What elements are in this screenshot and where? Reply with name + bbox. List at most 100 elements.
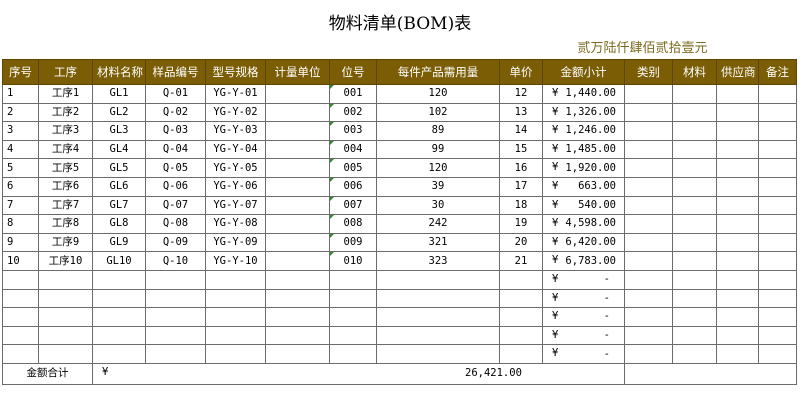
category-cell[interactable] xyxy=(624,84,673,104)
remark-cell[interactable] xyxy=(758,232,797,253)
mat-cell[interactable] xyxy=(672,269,717,290)
qty-cell[interactable]: 321 xyxy=(376,232,500,253)
mat-cell[interactable] xyxy=(672,325,717,346)
position-cell[interactable] xyxy=(329,269,377,290)
total-amount-in-words[interactable]: 贰万陆仟肆佰贰拾壹元 xyxy=(577,41,708,56)
category-cell[interactable] xyxy=(624,251,673,271)
amount-cell[interactable]: ¥540.00 xyxy=(542,195,625,216)
sample-no-cell[interactable] xyxy=(145,288,206,309)
remark-cell[interactable] xyxy=(758,139,797,160)
qty-cell[interactable]: 120 xyxy=(376,158,500,178)
remark-cell[interactable] xyxy=(758,251,797,271)
model-cell[interactable]: YG-Y-09 xyxy=(205,232,266,253)
price-cell[interactable]: 14 xyxy=(499,121,543,141)
supplier-cell[interactable] xyxy=(716,158,759,178)
category-cell[interactable] xyxy=(624,158,673,178)
model-cell[interactable] xyxy=(205,344,266,364)
position-cell[interactable]: 003 xyxy=(329,121,377,141)
price-cell[interactable]: 12 xyxy=(499,84,543,104)
seq-cell[interactable]: 1 xyxy=(2,84,39,104)
category-cell[interactable] xyxy=(624,121,673,141)
qty-cell[interactable]: 323 xyxy=(376,251,500,271)
material-cell[interactable]: GL5 xyxy=(92,158,146,178)
material-cell[interactable]: GL8 xyxy=(92,214,146,234)
qty-cell[interactable]: 120 xyxy=(376,84,500,104)
sample-no-cell[interactable]: Q-10 xyxy=(145,251,206,271)
material-cell[interactable]: GL9 xyxy=(92,232,146,253)
model-cell[interactable]: YG-Y-10 xyxy=(205,251,266,271)
amount-cell[interactable]: ¥1,440.00 xyxy=(542,84,625,104)
sample-no-cell[interactable]: Q-05 xyxy=(145,158,206,178)
category-cell[interactable] xyxy=(624,102,673,123)
amount-cell[interactable]: ¥6,420.00 xyxy=(542,232,625,253)
remark-cell[interactable] xyxy=(758,102,797,123)
sample-no-cell[interactable]: Q-08 xyxy=(145,214,206,234)
mat-cell[interactable] xyxy=(672,344,717,364)
sample-no-cell[interactable] xyxy=(145,307,206,327)
header-cell[interactable]: 供应商 xyxy=(716,59,759,85)
supplier-cell[interactable] xyxy=(716,288,759,309)
mat-cell[interactable] xyxy=(672,102,717,123)
remark-cell[interactable] xyxy=(758,176,797,197)
price-cell[interactable] xyxy=(499,269,543,290)
process-cell[interactable]: 工序3 xyxy=(38,121,93,141)
seq-cell[interactable]: 3 xyxy=(2,121,39,141)
process-cell[interactable] xyxy=(38,325,93,346)
model-cell[interactable]: YG-Y-03 xyxy=(205,121,266,141)
supplier-cell[interactable] xyxy=(716,344,759,364)
unit-cell[interactable] xyxy=(265,102,330,123)
unit-cell[interactable] xyxy=(265,158,330,178)
material-cell[interactable]: GL7 xyxy=(92,195,146,216)
mat-cell[interactable] xyxy=(672,288,717,309)
sample-no-cell[interactable]: Q-01 xyxy=(145,84,206,104)
unit-cell[interactable] xyxy=(265,344,330,364)
unit-cell[interactable] xyxy=(265,121,330,141)
header-cell[interactable]: 计量单位 xyxy=(265,59,330,85)
remark-cell[interactable] xyxy=(758,288,797,309)
price-cell[interactable]: 21 xyxy=(499,251,543,271)
position-cell[interactable] xyxy=(329,288,377,309)
position-cell[interactable]: 008 xyxy=(329,214,377,234)
material-cell[interactable] xyxy=(92,288,146,309)
process-cell[interactable]: 工序10 xyxy=(38,251,93,271)
unit-cell[interactable] xyxy=(265,195,330,216)
price-cell[interactable] xyxy=(499,344,543,364)
material-cell[interactable]: GL6 xyxy=(92,176,146,197)
header-cell[interactable]: 位号 xyxy=(329,59,377,85)
material-cell[interactable]: GL4 xyxy=(92,139,146,160)
seq-cell[interactable]: 4 xyxy=(2,139,39,160)
seq-cell[interactable]: 8 xyxy=(2,214,39,234)
qty-cell[interactable] xyxy=(376,269,500,290)
category-cell[interactable] xyxy=(624,269,673,290)
mat-cell[interactable] xyxy=(672,84,717,104)
remark-cell[interactable] xyxy=(758,269,797,290)
header-cell[interactable]: 工序 xyxy=(38,59,93,85)
material-cell[interactable] xyxy=(92,269,146,290)
model-cell[interactable]: YG-Y-06 xyxy=(205,176,266,197)
sample-no-cell[interactable]: Q-02 xyxy=(145,102,206,123)
process-cell[interactable]: 工序6 xyxy=(38,176,93,197)
model-cell[interactable]: YG-Y-01 xyxy=(205,84,266,104)
position-cell[interactable]: 004 xyxy=(329,139,377,160)
process-cell[interactable]: 工序1 xyxy=(38,84,93,104)
summary-label[interactable]: 金额合计 xyxy=(2,362,93,385)
supplier-cell[interactable] xyxy=(716,176,759,197)
amount-cell[interactable]: ¥4,598.00 xyxy=(542,214,625,234)
seq-cell[interactable] xyxy=(2,307,39,327)
mat-cell[interactable] xyxy=(672,121,717,141)
mat-cell[interactable] xyxy=(672,139,717,160)
price-cell[interactable] xyxy=(499,307,543,327)
unit-cell[interactable] xyxy=(265,288,330,309)
amount-cell[interactable]: ¥ - xyxy=(542,288,625,309)
header-cell[interactable]: 类别 xyxy=(624,59,673,85)
seq-cell[interactable]: 6 xyxy=(2,176,39,197)
header-cell[interactable]: 单价 xyxy=(499,59,543,85)
header-cell[interactable]: 每件产品需用量 xyxy=(376,59,500,85)
model-cell[interactable]: YG-Y-04 xyxy=(205,139,266,160)
mat-cell[interactable] xyxy=(672,214,717,234)
process-cell[interactable] xyxy=(38,288,93,309)
process-cell[interactable] xyxy=(38,344,93,364)
supplier-cell[interactable] xyxy=(716,269,759,290)
amount-cell[interactable]: ¥1,246.00 xyxy=(542,121,625,141)
unit-cell[interactable] xyxy=(265,325,330,346)
